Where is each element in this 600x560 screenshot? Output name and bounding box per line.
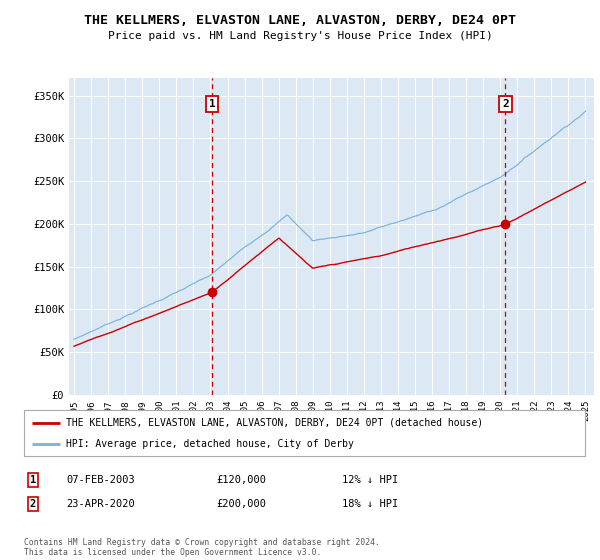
Text: HPI: Average price, detached house, City of Derby: HPI: Average price, detached house, City… [66,439,354,449]
Text: THE KELLMERS, ELVASTON LANE, ALVASTON, DERBY, DE24 0PT (detached house): THE KELLMERS, ELVASTON LANE, ALVASTON, D… [66,418,483,428]
Text: 07-FEB-2003: 07-FEB-2003 [66,475,135,485]
Text: 1: 1 [30,475,36,485]
Text: £120,000: £120,000 [216,475,266,485]
Text: Price paid vs. HM Land Registry's House Price Index (HPI): Price paid vs. HM Land Registry's House … [107,31,493,41]
Text: 2: 2 [30,499,36,509]
Text: £200,000: £200,000 [216,499,266,509]
Text: 12% ↓ HPI: 12% ↓ HPI [342,475,398,485]
Text: 1: 1 [209,99,215,109]
Text: THE KELLMERS, ELVASTON LANE, ALVASTON, DERBY, DE24 0PT: THE KELLMERS, ELVASTON LANE, ALVASTON, D… [84,14,516,27]
Text: 18% ↓ HPI: 18% ↓ HPI [342,499,398,509]
Text: Contains HM Land Registry data © Crown copyright and database right 2024.
This d: Contains HM Land Registry data © Crown c… [24,538,380,557]
Text: 23-APR-2020: 23-APR-2020 [66,499,135,509]
Text: 2: 2 [502,99,509,109]
